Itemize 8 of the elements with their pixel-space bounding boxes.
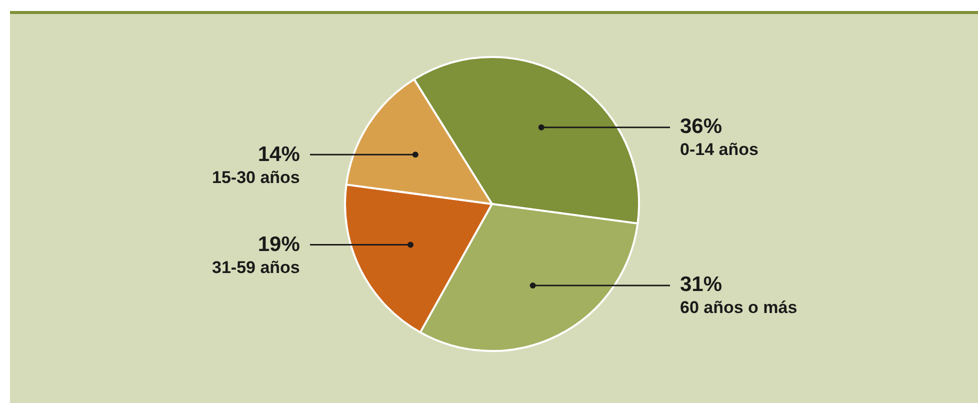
slice-label: 15-30 años	[212, 168, 300, 188]
data-label: 36%	[680, 115, 722, 138]
data-label: 14%	[258, 143, 300, 166]
data-label: 19%	[258, 233, 300, 256]
slice-label: 60 años o más	[680, 298, 798, 318]
slice-label: 0-14 años	[680, 140, 758, 160]
slice-label: 31-59 años	[212, 258, 300, 278]
data-label: 31%	[680, 273, 722, 296]
